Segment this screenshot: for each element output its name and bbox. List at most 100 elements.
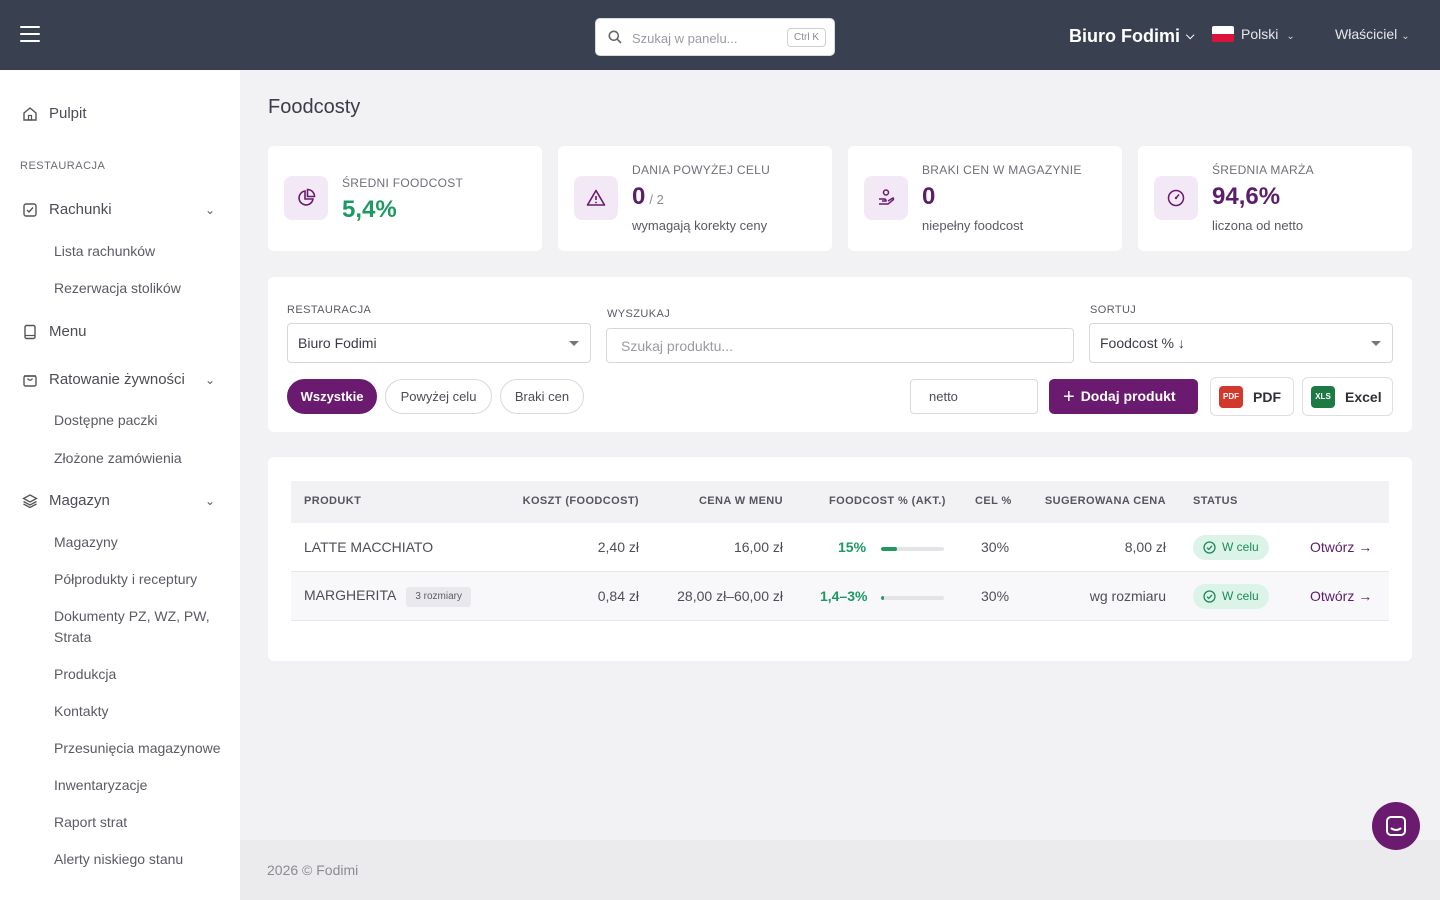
sort-select[interactable]: Foodcost % ↓ <box>1089 323 1393 363</box>
add-product-button[interactable]: + Dodaj produkt <box>1049 379 1198 414</box>
global-search-input[interactable] <box>632 28 782 48</box>
export-pdf-label: PDF <box>1253 388 1281 405</box>
foodcost-progress-bar <box>881 596 944 600</box>
foodcost-percent: 15% <box>838 539 867 555</box>
chevron-down-icon[interactable]: ⌄ <box>205 203 216 217</box>
restaurant-filter-label: RESTAURACJA <box>287 304 372 316</box>
stat-label: DANIA POWYŻEJ CELU <box>632 163 771 177</box>
sidebar-subitem-available-packages[interactable]: Dostępne paczki <box>54 412 158 428</box>
search-shortcut-hint: Ctrl K <box>787 28 826 47</box>
column-header-target-percent: CEL % <box>975 495 1012 507</box>
stat-label: ŚREDNIA MARŻA <box>1212 163 1314 177</box>
target-percent: 30% <box>981 588 1010 604</box>
plus-icon: + <box>1063 386 1075 408</box>
sidebar-subitem-table-reservations[interactable]: Rezerwacja stolików <box>54 280 181 296</box>
stat-value: 94,6% <box>1212 183 1281 210</box>
sidebar-subitem-loss-report[interactable]: Raport strat <box>54 814 128 830</box>
foodcost-progress-fill <box>881 547 897 551</box>
export-pdf-button[interactable]: PDF PDF <box>1210 377 1294 416</box>
sidebar-subitem-inventories[interactable]: Inwentaryzacje <box>54 777 148 793</box>
export-excel-label: Excel <box>1345 388 1382 405</box>
chevron-down-icon[interactable]: ⌄ <box>205 494 216 508</box>
chevron-down-icon: ⌄ <box>1286 31 1295 42</box>
chat-icon <box>1386 816 1406 836</box>
stat-value: 0/ 2 <box>632 183 664 211</box>
stat-label: BRAKI CEN W MAGAZYNIE <box>922 163 1082 177</box>
stat-value: 5,4% <box>342 196 397 223</box>
export-excel-button[interactable]: XLS Excel <box>1302 377 1393 416</box>
sidebar-item-menu[interactable]: Menu <box>22 323 87 340</box>
company-switcher[interactable]: Biuro Fodimi ⌵ <box>1069 26 1194 47</box>
hamburger-menu-icon[interactable] <box>20 26 40 42</box>
sidebar-subitem-bill-list[interactable]: Lista rachunków <box>54 243 156 259</box>
sidebar-subitem-stock-transfers[interactable]: Przesunięcia magazynowe <box>54 740 221 756</box>
menu-price-value: 16,00 zł <box>733 539 783 555</box>
filter-pill-missing-prices[interactable]: Braki cen <box>500 379 584 414</box>
stat-subtext: niepełny foodcost <box>922 218 1024 233</box>
stat-card-average-foodcost: ŚREDNI FOODCOST 5,4% <box>268 146 542 251</box>
sidebar-subitem-documents[interactable]: Dokumenty PZ, WZ, PW, Strata <box>54 608 210 645</box>
foodcost-percent: 1,4–3% <box>820 588 868 604</box>
sidebar-item-dashboard[interactable]: Pulpit <box>22 105 87 122</box>
product-name: LATTE MACCHIATO <box>304 539 434 555</box>
sidebar-subitem-contacts[interactable]: Kontakty <box>54 703 109 719</box>
global-search[interactable]: Ctrl K <box>595 18 835 56</box>
sizes-badge: 3 rozmiary <box>406 587 471 607</box>
open-product-link[interactable]: Otwórz → <box>1310 539 1373 555</box>
sidebar-item-label: Pulpit <box>49 105 87 122</box>
poland-flag-icon <box>1212 26 1234 42</box>
stat-card-missing-prices: BRAKI CEN W MAGAZYNIE 0 niepełny foodcos… <box>848 146 1122 251</box>
filter-pill-above-target[interactable]: Powyżej celu <box>385 379 492 414</box>
sidebar-subitem-placed-orders[interactable]: Złożone zamówienia <box>54 450 182 466</box>
column-header-foodcost-percent: FOODCOST % (AKT.) <box>829 495 946 507</box>
sidebar-subitem-production[interactable]: Produkcja <box>54 666 117 682</box>
filters-panel: RESTAURACJA Biuro Fodimi WYSZUKAJ SORTUJ… <box>268 277 1412 432</box>
sidebar-item-food-rescue[interactable]: Ratowanie żywności <box>22 371 185 388</box>
sidebar-item-label: Menu <box>49 323 87 340</box>
suggested-price: wg rozmiaru <box>1089 588 1166 604</box>
sidebar-subitem-warehouses[interactable]: Magazyny <box>54 534 118 550</box>
layers-icon <box>22 493 38 508</box>
open-product-link[interactable]: Otwórz → <box>1310 588 1373 604</box>
chevron-down-icon[interactable]: ⌄ <box>205 373 216 387</box>
filter-pill-all[interactable]: Wszystkie <box>287 379 377 414</box>
stat-number: 0 <box>632 183 646 210</box>
stat-card-dishes-above-target: DANIA POWYŻEJ CELU 0/ 2 wymagają korekty… <box>558 146 832 251</box>
page-title: Foodcosty <box>268 96 361 118</box>
column-header-status: STATUS <box>1193 495 1238 507</box>
stat-label: ŚREDNI FOODCOST <box>342 176 464 190</box>
footer: 2026 © Fodimi <box>240 840 1440 900</box>
pie-chart-icon <box>284 176 328 220</box>
user-menu[interactable]: Właściciel ⌄ <box>1335 26 1410 42</box>
foodcost-progress-fill <box>881 596 885 600</box>
search-icon <box>608 30 622 44</box>
target-percent: 30% <box>981 539 1010 555</box>
search-filter-label: WYSZUKAJ <box>607 308 671 320</box>
dropdown-arrow-icon <box>1371 341 1381 346</box>
sidebar-item-warehouse[interactable]: Magazyn <box>22 492 110 509</box>
suggested-price: 8,00 zł <box>1124 539 1166 555</box>
chat-widget-button[interactable] <box>1372 802 1420 850</box>
sidebar-item-bills[interactable]: Rachunki <box>22 201 112 218</box>
dropdown-arrow-icon <box>569 341 579 346</box>
sidebar-subitem-low-stock-alerts[interactable]: Alerty niskiego stanu <box>54 851 184 867</box>
stat-subtext: wymagają korekty ceny <box>632 218 768 233</box>
home-icon <box>23 106 37 121</box>
status-label: W celu <box>1222 540 1259 554</box>
hand-coins-icon <box>864 176 908 220</box>
chevron-down-icon: ⌄ <box>1401 31 1410 42</box>
gauge-icon <box>1154 176 1198 220</box>
language-switcher[interactable]: Polski ⌄ <box>1212 26 1295 42</box>
shopping-bag-icon <box>23 374 37 387</box>
table-row: MARGHERITA 3 rozmiary 0,84 zł 28,00 zł–60… <box>291 572 1389 621</box>
sidebar-section-label: RESTAURACJA <box>20 160 106 172</box>
sort-label: SORTUJ <box>1090 304 1137 316</box>
price-mode-toggle[interactable]: netto <box>910 379 1038 414</box>
copyright-text: 2026 © Fodimi <box>267 862 359 878</box>
sidebar-subitem-recipes[interactable]: Półprodukty i receptury <box>54 571 198 587</box>
restaurant-select[interactable]: Biuro Fodimi <box>287 323 591 363</box>
sidebar-item-label: Ratowanie żywności <box>49 371 185 388</box>
status-label: W celu <box>1222 589 1259 603</box>
cost-value: 0,84 zł <box>597 588 639 604</box>
product-search-input[interactable] <box>606 328 1074 363</box>
